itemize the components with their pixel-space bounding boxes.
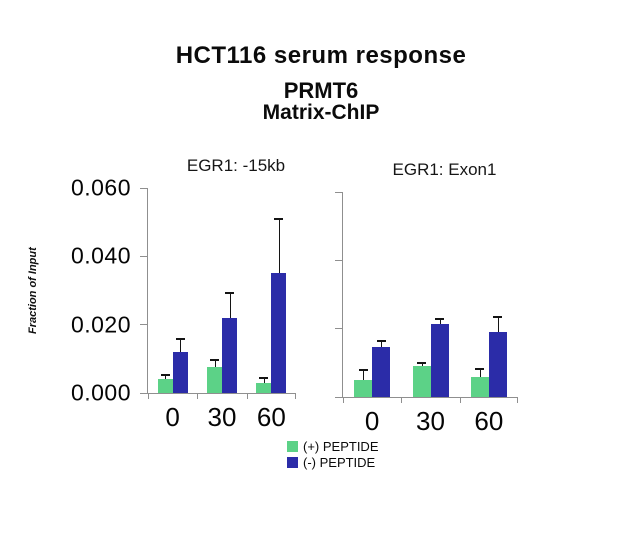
- error-bar-line: [263, 379, 265, 383]
- x-axis-tick: [148, 393, 149, 399]
- y-axis-tick: [140, 324, 148, 326]
- legend-label: (-) PEPTIDE: [303, 454, 376, 470]
- error-bar-line: [381, 342, 383, 348]
- error-bar-cap: [358, 369, 368, 372]
- bar-negative-peptide: [222, 317, 237, 393]
- legend: (+) PEPTIDE (-) PEPTIDE: [287, 438, 379, 470]
- legend-row: (-) PEPTIDE: [287, 454, 379, 470]
- error-bar-line: [165, 375, 167, 380]
- bar-negative-peptide: [172, 352, 188, 393]
- error-bar-line: [479, 369, 481, 377]
- error-bar-cap: [274, 218, 284, 221]
- x-axis-tick: [197, 393, 199, 399]
- error-bar-cap: [493, 316, 503, 319]
- y-axis-tick: [335, 328, 343, 330]
- error-bar-line: [439, 320, 441, 324]
- error-bar-cap: [259, 377, 269, 380]
- y-axis-tick: [140, 392, 148, 394]
- bar-negative-peptide: [488, 332, 507, 397]
- x-axis-tick: [246, 393, 248, 399]
- legend-label: (+) PEPTIDE: [303, 438, 379, 454]
- error-bar-cap: [475, 367, 485, 370]
- x-category-label: 0: [165, 402, 180, 432]
- error-bar-line: [363, 371, 365, 380]
- bar-positive-peptide: [256, 382, 272, 393]
- y-tick-label: 0.040: [70, 242, 131, 269]
- error-bar-line: [214, 360, 216, 368]
- bar-negative-peptide: [372, 347, 391, 397]
- x-axis-tick: [401, 397, 403, 403]
- y-tick-label: 0.020: [70, 311, 131, 338]
- y-axis-tick: [335, 396, 343, 398]
- error-bar-line: [229, 293, 231, 318]
- chart-title: HCT116 serum response: [175, 42, 467, 69]
- x-category-label: 60: [474, 406, 504, 436]
- plot-egr1-minus15kb: EGR1: -15kb 0.000 0.020 0.040 0.060 0 30 60: [71, 156, 296, 432]
- bar-positive-peptide: [157, 379, 173, 393]
- legend-row: (+) PEPTIDE: [287, 438, 379, 454]
- x-axis-tick: [459, 397, 461, 403]
- error-bar-line: [278, 220, 280, 274]
- error-bar-cap: [435, 318, 444, 321]
- x-category-label: 0: [364, 406, 380, 436]
- x-axis-tick: [295, 393, 296, 399]
- error-bar-cap: [210, 358, 219, 361]
- x-category-label: 30: [416, 406, 445, 436]
- y-axis-tick: [335, 191, 343, 193]
- error-bar-cap: [175, 338, 185, 341]
- error-bar-cap: [376, 340, 386, 343]
- legend-swatch: [287, 456, 298, 468]
- legend-swatch: [287, 440, 298, 452]
- x-category-label: 30: [207, 402, 237, 432]
- x-axis-tick: [517, 397, 518, 403]
- error-bar-cap: [160, 373, 170, 376]
- bar-positive-peptide: [412, 366, 431, 397]
- plot-egr1-exon1: EGR1: Exon1 0 30 60: [335, 160, 518, 436]
- y-axis-tick: [140, 187, 148, 189]
- plot-title: EGR1: Exon1: [392, 160, 497, 179]
- plot-title: EGR1: -15kb: [186, 156, 286, 175]
- chart-subtitle-gene: PRMT6: [283, 78, 359, 103]
- bar-positive-peptide: [470, 376, 489, 397]
- x-category-label: 60: [256, 402, 286, 432]
- error-bar-line: [421, 363, 423, 367]
- bar-positive-peptide: [207, 367, 222, 393]
- error-bar-line: [497, 318, 499, 333]
- y-axis-tick: [335, 259, 343, 261]
- bar-positive-peptide: [354, 379, 373, 397]
- error-bar-cap: [225, 291, 234, 294]
- y-tick-label: 0.000: [70, 379, 131, 406]
- bar-negative-peptide: [271, 273, 287, 393]
- y-axis-label: Fraction of Input: [27, 247, 39, 334]
- error-bar-cap: [417, 361, 426, 364]
- error-bar-line: [180, 340, 182, 352]
- x-axis-tick: [343, 397, 344, 403]
- y-tick-label: 0.060: [70, 174, 131, 201]
- bar-negative-peptide: [430, 323, 449, 397]
- y-axis-tick: [140, 255, 148, 257]
- chart-subtitle-method: Matrix-ChIP: [262, 101, 380, 124]
